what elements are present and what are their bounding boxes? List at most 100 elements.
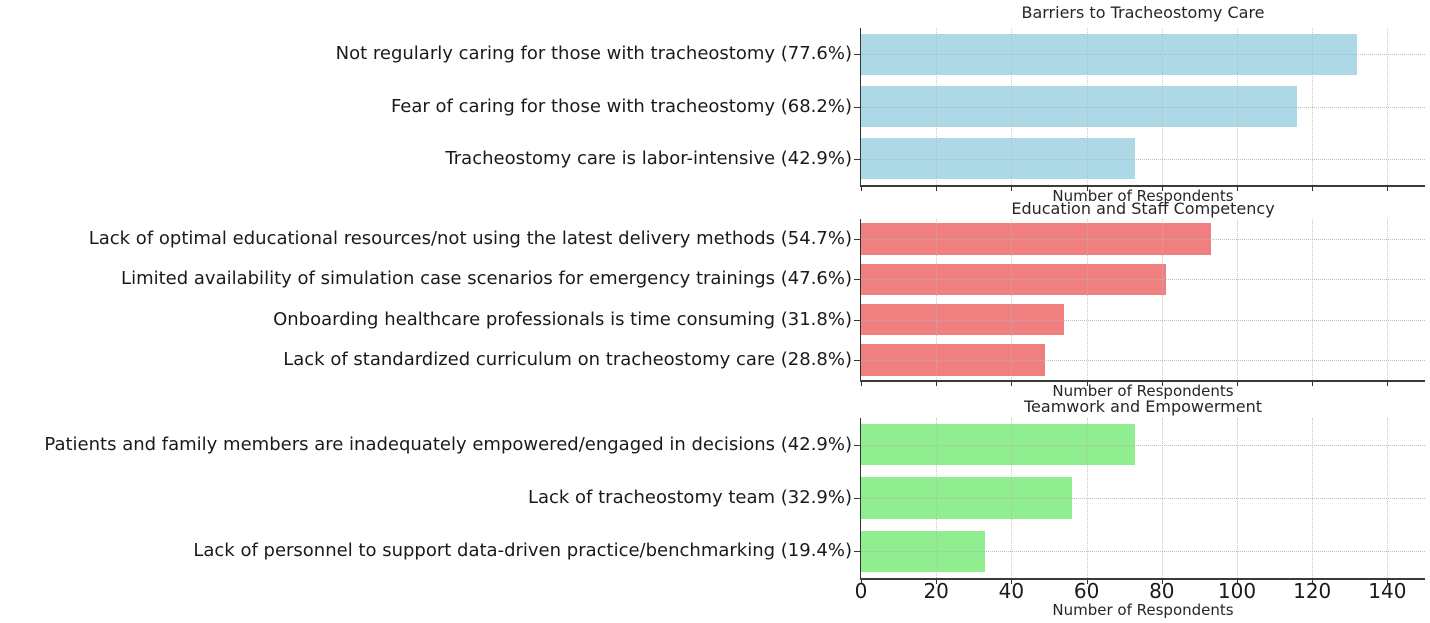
x-tick-mark [1011, 380, 1013, 386]
x-tick-mark [1086, 185, 1088, 191]
x-tick-mark [1161, 578, 1163, 584]
bar [861, 303, 1065, 336]
gridline-vertical [1086, 418, 1088, 578]
y-tick-mark [854, 54, 861, 56]
x-tick-mark [861, 185, 862, 191]
gridline-horizontal [861, 106, 1425, 108]
gridline-vertical [1237, 219, 1238, 380]
y-tick-mark [854, 498, 861, 499]
gridline-vertical [1387, 418, 1389, 578]
bar [861, 344, 1046, 376]
chart-title: Teamwork and Empowerment [1024, 397, 1262, 416]
x-tick-label: 80 [1149, 579, 1175, 603]
x-tick-mark [1387, 380, 1389, 386]
gridline-vertical [1011, 219, 1013, 380]
gridline-vertical [1086, 28, 1088, 185]
category-label: Onboarding healthcare professionals is t… [273, 308, 852, 330]
x-tick-mark [1312, 185, 1314, 191]
gridline-vertical [1387, 219, 1389, 380]
gridline-vertical [1161, 219, 1163, 380]
bar [861, 477, 1072, 519]
x-tick-mark [1237, 578, 1238, 584]
category-label: Lack of standardized curriculum on trach… [283, 348, 852, 370]
x-axis-line [859, 380, 1425, 382]
x-axis-label: Number of Respondents [1052, 601, 1234, 619]
x-tick-label: 120 [1293, 579, 1332, 603]
x-tick-mark [1237, 185, 1238, 191]
gridline-vertical [936, 28, 938, 185]
x-axis-label: Number of Respondents [1052, 382, 1234, 400]
gridline-vertical [1237, 28, 1238, 185]
x-tick-label: 0 [854, 579, 868, 603]
x-tick-mark [1387, 185, 1389, 191]
gridline-vertical [936, 418, 938, 578]
x-axis-line [859, 185, 1425, 187]
x-tick-mark [861, 380, 862, 386]
gridline-vertical [1086, 219, 1088, 380]
gridline-horizontal [861, 239, 1425, 241]
x-tick-mark [1011, 578, 1013, 584]
x-tick-mark [1161, 380, 1163, 386]
category-label: Patients and family members are inadequa… [44, 433, 852, 455]
category-label: Lack of personnel to support data-driven… [193, 540, 852, 562]
y-tick-mark [854, 319, 861, 321]
x-tick-label: 40 [998, 579, 1025, 603]
gridline-vertical [1312, 418, 1314, 578]
x-tick-mark [1312, 578, 1314, 584]
category-label: Lack of optimal educational resources/no… [88, 228, 852, 250]
chart-title: Education and Staff Competency [1011, 199, 1275, 218]
gridline-horizontal [861, 279, 1425, 281]
y-tick-mark [854, 279, 861, 281]
x-tick-mark [936, 578, 938, 584]
gridline-vertical [1387, 28, 1389, 185]
gridline-horizontal [861, 54, 1425, 56]
x-tick-mark [1312, 380, 1314, 386]
x-tick-mark [936, 185, 938, 191]
x-tick-label: 60 [1073, 579, 1100, 603]
gridline-vertical [1312, 219, 1314, 380]
gridline-horizontal [861, 498, 1425, 499]
bar [861, 223, 1211, 255]
gridline-vertical [1237, 418, 1238, 578]
x-tick-mark [1086, 380, 1088, 386]
gridline-vertical [1312, 28, 1314, 185]
x-tick-label: 20 [923, 579, 949, 603]
x-tick-mark [1086, 578, 1088, 584]
bar [861, 263, 1166, 296]
gridline-horizontal [861, 551, 1425, 553]
y-tick-mark [854, 359, 861, 361]
x-tick-mark [1237, 380, 1238, 386]
gridline-vertical [1011, 418, 1013, 578]
x-tick-mark [1387, 578, 1389, 584]
gridline-horizontal [861, 359, 1425, 361]
x-tick-mark [1161, 185, 1163, 191]
category-label: Lack of tracheostomy team (32.9%) [527, 487, 852, 508]
x-tick-mark [1011, 185, 1013, 191]
y-tick-mark [854, 106, 861, 108]
gridline-vertical [1011, 28, 1013, 185]
y-axis-line [859, 219, 861, 380]
y-axis-line [859, 28, 861, 185]
category-label: Not regularly caring for those with trac… [335, 43, 852, 65]
y-tick-mark [854, 158, 861, 160]
gridline-vertical [1161, 28, 1163, 185]
x-tick-mark [861, 578, 862, 584]
x-tick-mark [936, 380, 938, 386]
category-label: Fear of caring for those with tracheosto… [390, 95, 852, 117]
gridline-horizontal [861, 158, 1425, 160]
x-tick-label: 100 [1217, 579, 1257, 603]
chart-title: Barriers to Tracheostomy Care [1021, 3, 1265, 22]
gridline-vertical [936, 219, 938, 380]
y-axis-line [859, 418, 861, 578]
x-tick-label: 140 [1368, 579, 1407, 603]
gridline-horizontal [861, 319, 1425, 321]
y-tick-mark [854, 239, 861, 241]
gridline-horizontal [861, 444, 1425, 446]
gridline-vertical [1161, 418, 1163, 578]
bar [861, 86, 1298, 127]
y-tick-mark [854, 444, 861, 446]
x-axis-label: Number of Respondents [1052, 187, 1234, 205]
category-label: Tracheostomy care is labor-intensive (42… [445, 147, 852, 169]
y-tick-mark [854, 551, 861, 553]
